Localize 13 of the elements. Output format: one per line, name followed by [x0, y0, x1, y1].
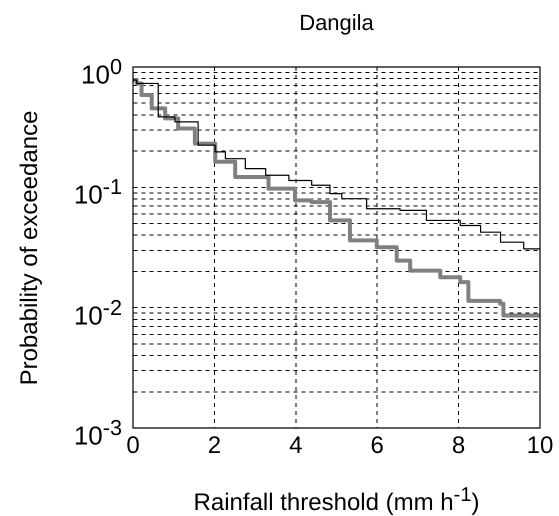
x-tick-label: 8: [452, 432, 466, 460]
x-tick-label: 0: [126, 432, 140, 460]
x-tick-label: 2: [208, 432, 222, 460]
y-tick-label: 10$^{-2}$: [74, 294, 122, 330]
x-tick-label: 4: [289, 432, 302, 460]
y-tick-label: 10$^{0}$: [81, 53, 122, 90]
chart-title: Dangila: [298, 10, 375, 36]
y-tick-label: 10$^{-1}$: [74, 173, 122, 210]
x-axis-title: Rainfall threshold (mm h$^{-1}$): [192, 483, 480, 516]
x-tick-label: 6: [370, 432, 384, 460]
y-tick-label: 10$^{-3}$: [74, 414, 122, 451]
x-tick-label: 10: [526, 432, 554, 460]
y-axis-title: Probability of exceedance: [15, 109, 44, 387]
